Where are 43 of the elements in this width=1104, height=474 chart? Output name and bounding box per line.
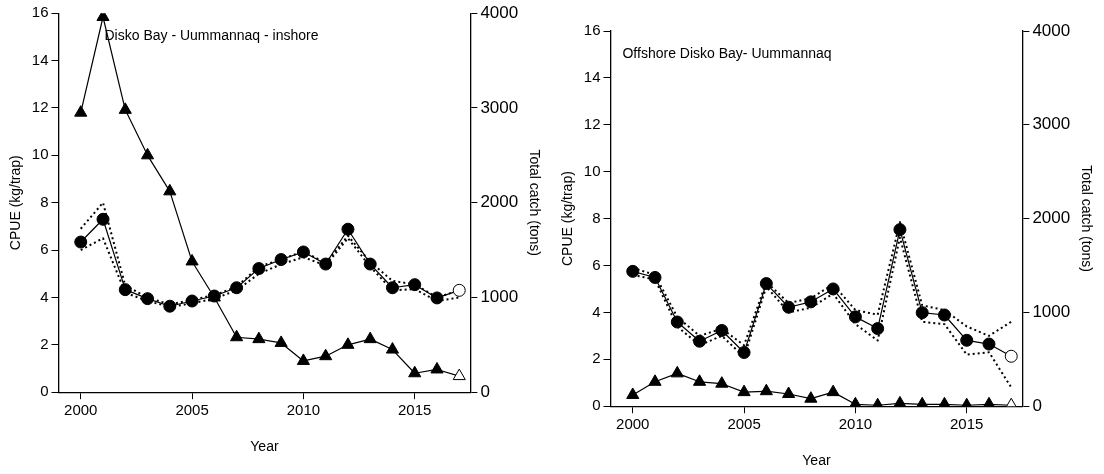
y2-tick-label: 1000 — [1032, 302, 1071, 322]
y2-tick-label: 3000 — [480, 97, 519, 117]
y2-tick-label: 3000 — [1032, 114, 1071, 134]
y2-tick-label: 2000 — [1032, 208, 1071, 228]
y-tick-label: 8 — [40, 192, 49, 210]
y-tick-label: 2 — [592, 349, 601, 367]
y-tick-label: 14 — [31, 50, 49, 68]
y2-tick-label: 4000 — [480, 2, 519, 22]
x-tick-label: 2000 — [616, 415, 650, 433]
y-tick-label: 2 — [40, 334, 49, 352]
y2-tick-label: 2000 — [480, 192, 519, 212]
y-axis-title: CPUE (kg/trap) — [559, 171, 576, 267]
x-tick-label: 2005 — [727, 415, 761, 433]
y2-tick-label: 0 — [480, 381, 490, 401]
y-tick-label: 0 — [592, 396, 601, 414]
y-tick-label: 12 — [31, 98, 49, 116]
y-tick-label: 6 — [592, 255, 601, 273]
y2-tick-label: 0 — [1032, 395, 1042, 415]
x-axis-title: Year — [802, 452, 831, 469]
x-tick-label: 2015 — [950, 415, 984, 433]
y-tick-label: 0 — [40, 382, 49, 400]
x-tick-label: 2015 — [398, 401, 432, 419]
y-tick-label: 4 — [40, 287, 49, 305]
x-tick-label: 2010 — [838, 415, 873, 433]
y-tick-label: 6 — [40, 240, 49, 258]
y-tick-label: 16 — [31, 3, 49, 21]
y-tick-label: 4 — [592, 302, 601, 320]
y2-axis-title: Total catch (tons) — [526, 149, 543, 256]
x-axis-title: Year — [250, 438, 279, 455]
x-tick-label: 2000 — [64, 401, 98, 419]
y-axis-title: CPUE (kg/trap) — [7, 155, 24, 251]
y-tick-label: 8 — [592, 208, 601, 226]
y2-axis-title: Total catch (tons) — [1078, 165, 1095, 272]
y-tick-label: 14 — [583, 68, 601, 86]
text: Offshore Disko Bay- Uummannaq — [622, 44, 832, 61]
y2-tick-label: 4000 — [1032, 20, 1071, 40]
y-tick-label: 12 — [583, 114, 601, 132]
x-tick-label: 2005 — [175, 401, 209, 419]
y-tick-label: 10 — [583, 161, 601, 179]
x-tick-label: 2010 — [286, 401, 321, 419]
y-tick-label: 10 — [31, 145, 49, 163]
y-tick-label: 16 — [583, 21, 601, 39]
y2-tick-label: 1000 — [480, 287, 519, 307]
